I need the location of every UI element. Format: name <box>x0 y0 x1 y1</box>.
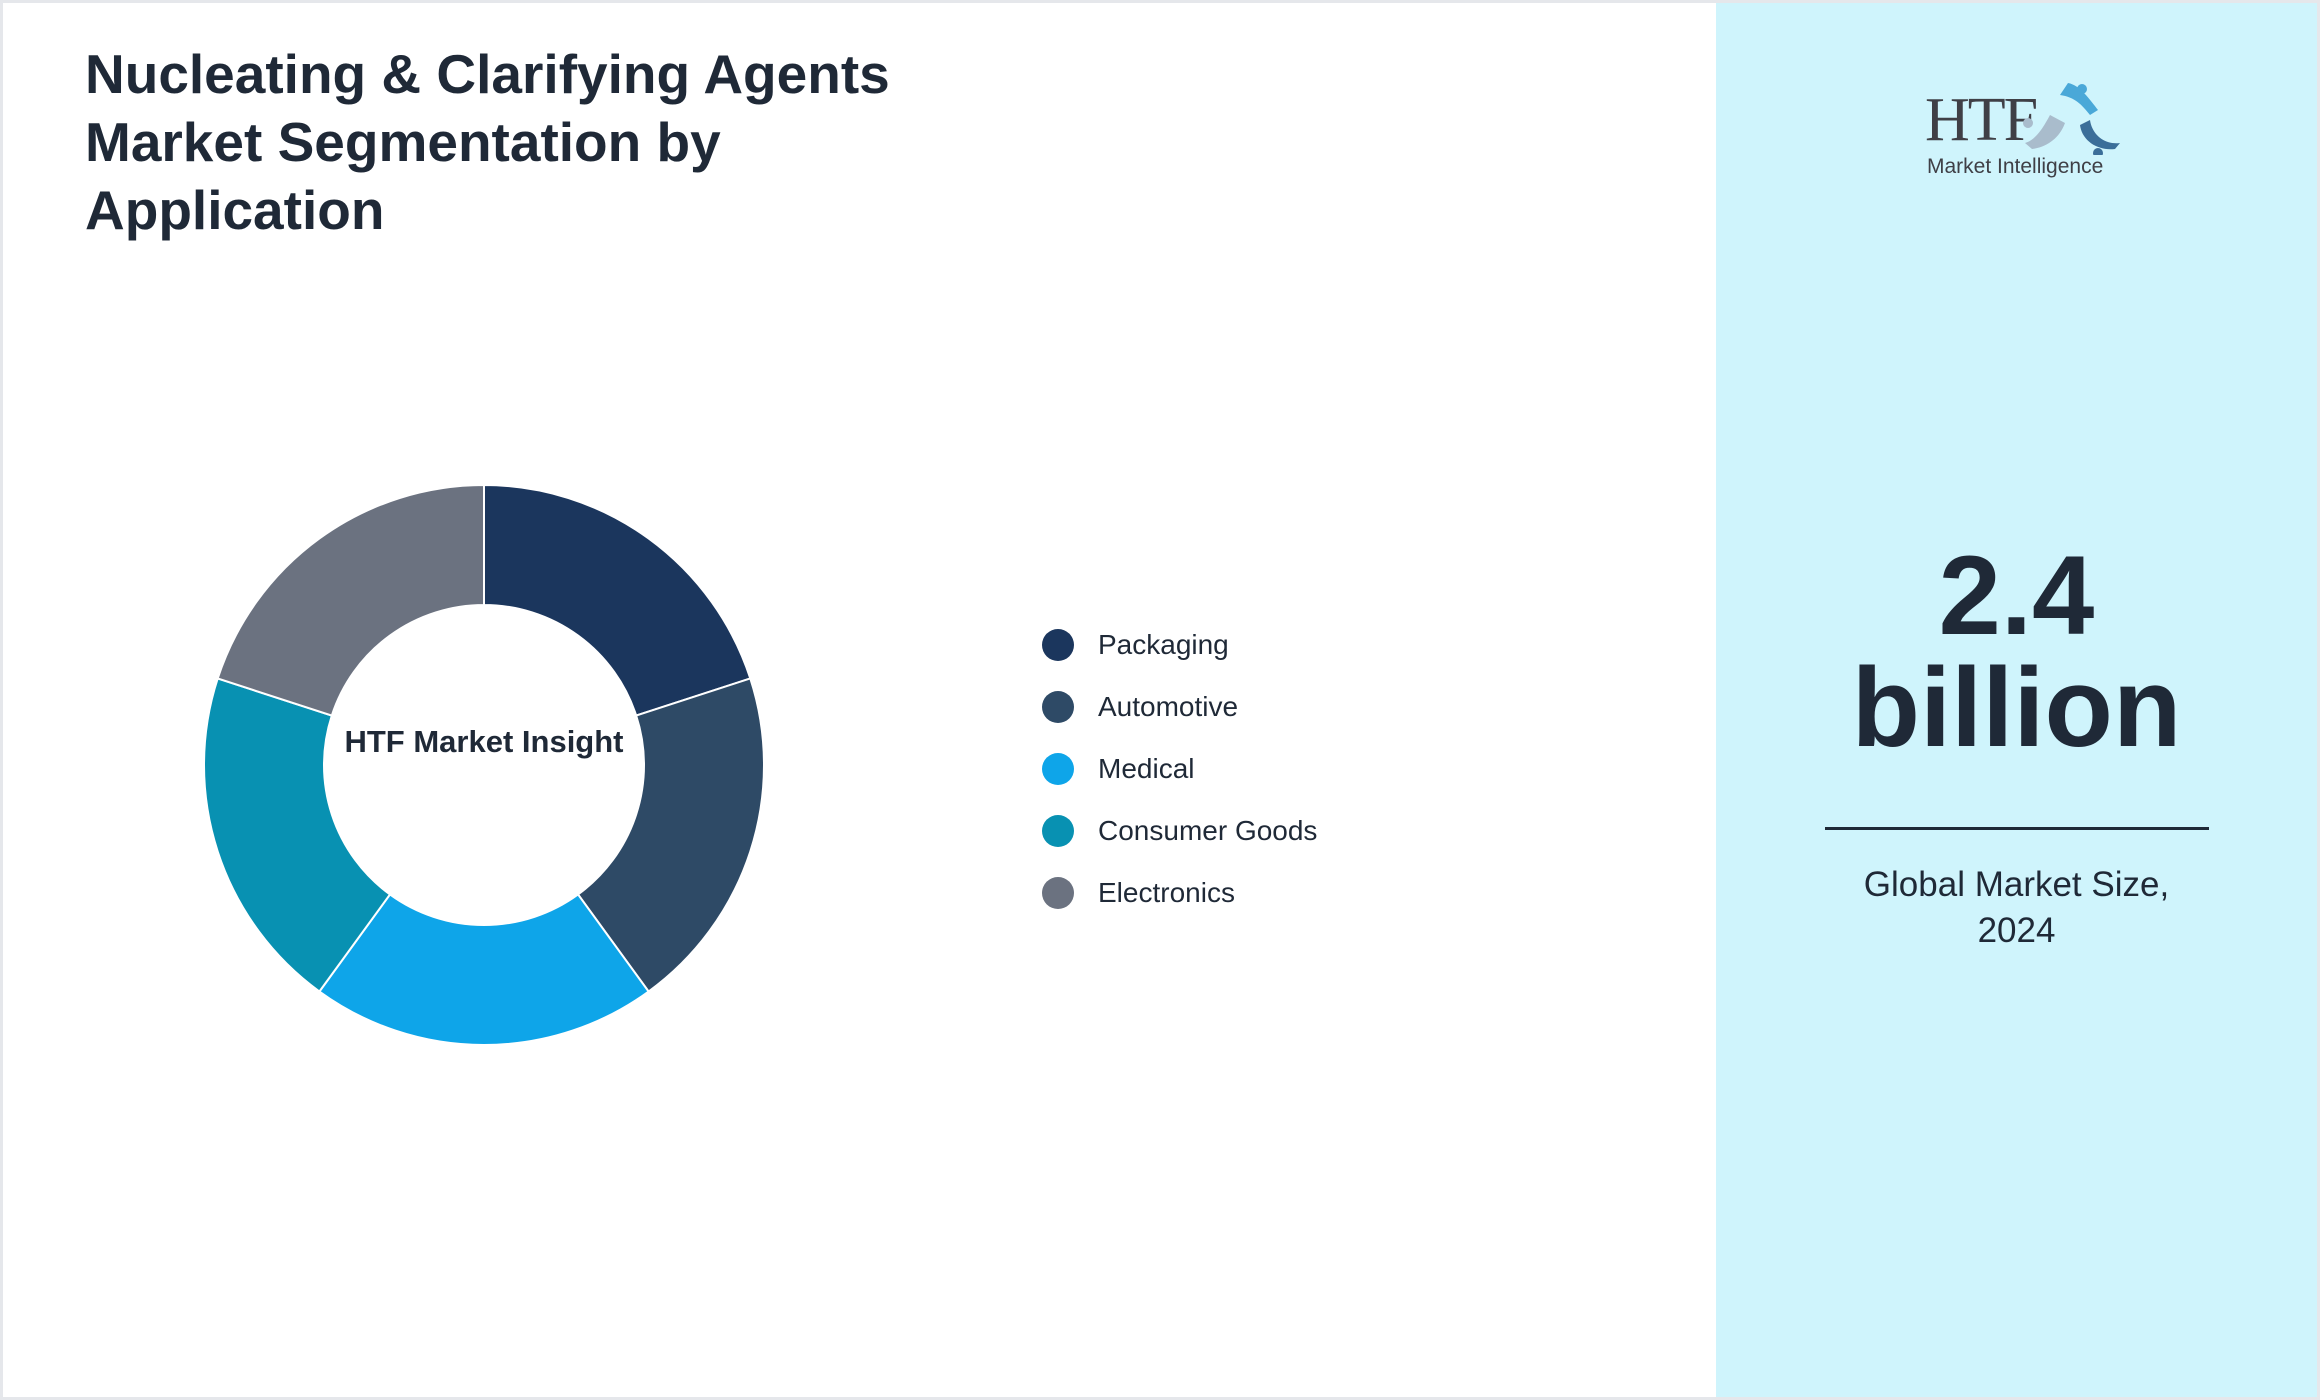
htf-logo: HTF Market Intelligence <box>1920 75 2120 185</box>
donut-slice-consumer-goods <box>203 677 392 993</box>
market-value: 2.4 <box>1938 533 2095 658</box>
donut-slice-electronics <box>216 483 485 717</box>
legend-swatch <box>1042 629 1074 661</box>
legend-swatch <box>1042 815 1074 847</box>
legend-swatch <box>1042 691 1074 723</box>
market-size-value: 2.4 billion <box>1716 540 2317 764</box>
divider <box>1825 827 2209 830</box>
legend-label: Electronics <box>1098 877 1235 908</box>
logo-subtext: Market Intelligence <box>1927 155 2104 178</box>
logo-text: HTF <box>1925 86 2038 154</box>
legend-item: Medical <box>1042 749 1194 789</box>
logo-people-icon <box>2023 83 2120 155</box>
caption-line-1: Global Market Size, <box>1863 865 2170 904</box>
legend-label: Automotive <box>1098 691 1239 722</box>
donut-slice-packaging <box>483 483 752 717</box>
legend-item: Consumer Goods <box>1042 811 1317 851</box>
donut-slice-automotive <box>576 677 765 993</box>
donut-chart <box>203 483 765 1047</box>
legend-swatch <box>1042 877 1074 909</box>
legend-item: Automotive <box>1042 687 1238 727</box>
market-unit: billion <box>1851 645 2182 770</box>
donut-center-label: HTF Market Insight <box>344 724 624 759</box>
legend-label: Packaging <box>1098 629 1229 660</box>
side-panel <box>1716 3 2317 1397</box>
caption-line-2: 2024 <box>1977 911 2056 950</box>
market-size-caption: Global Market Size, 2024 <box>1716 862 2317 954</box>
page-title: Nucleating & Clarifying Agents Market Se… <box>85 43 890 241</box>
legend-item: Packaging <box>1042 625 1229 665</box>
donut-slice-medical <box>318 893 650 1047</box>
legend-item: Electronics <box>1042 873 1235 913</box>
legend-label: Consumer Goods <box>1098 815 1318 846</box>
legend-swatch <box>1042 753 1074 785</box>
legend-label: Medical <box>1098 753 1195 784</box>
